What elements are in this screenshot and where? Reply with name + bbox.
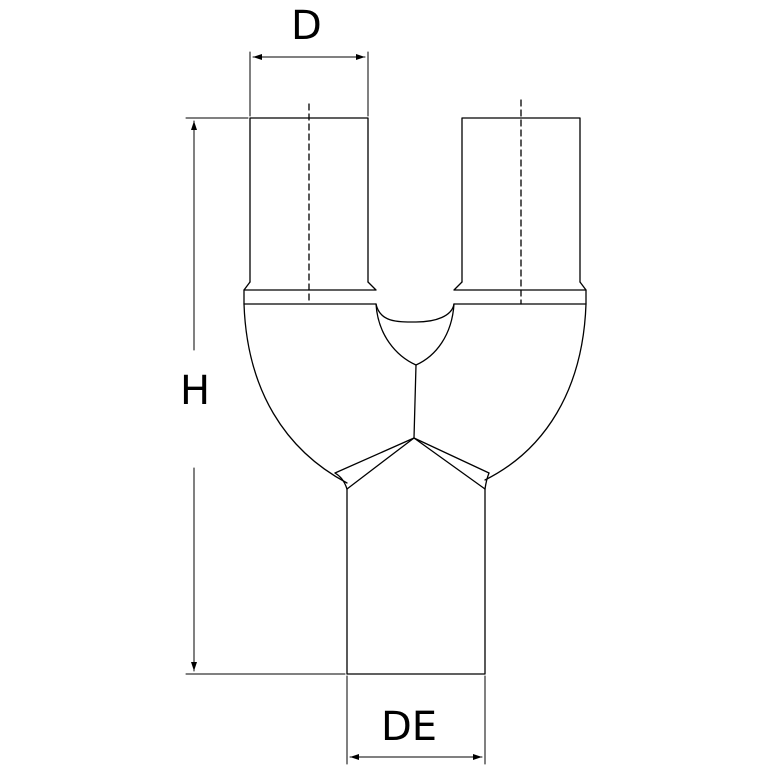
outlet-pipe (346, 488, 486, 675)
dimension-de (346, 675, 486, 765)
right-inlet-pipe (453, 99, 587, 305)
label-d: D (291, 3, 322, 49)
dimension-d (249, 51, 369, 117)
y-body (243, 289, 587, 490)
dimension-h (185, 117, 346, 675)
label-de: DE (381, 704, 438, 750)
label-h: H (180, 368, 211, 414)
left-inlet-pipe (243, 103, 377, 305)
